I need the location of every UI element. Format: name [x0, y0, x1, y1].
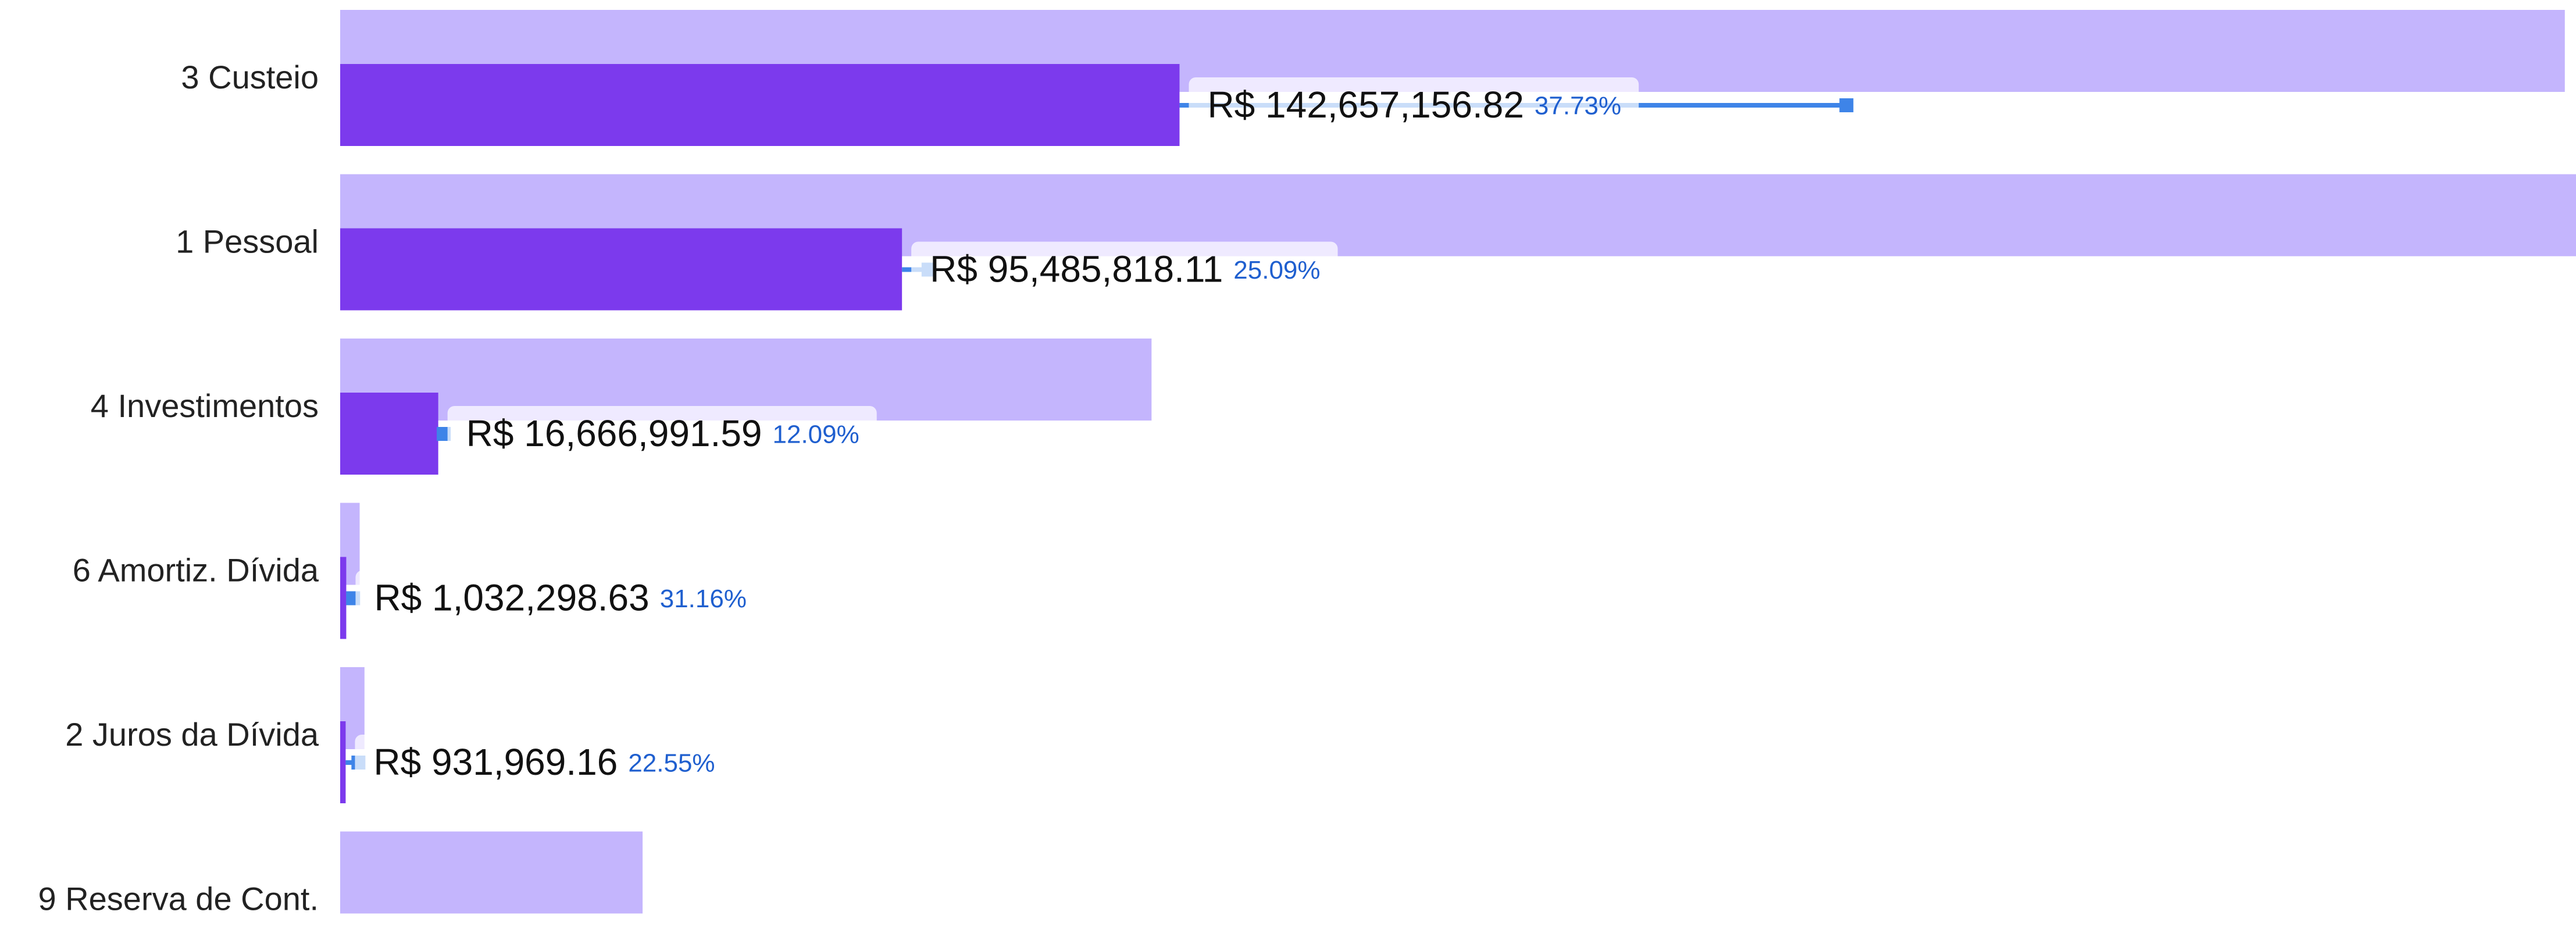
- percent-label: 12.09%: [773, 421, 859, 449]
- value-label: R$ 16,666,991.59: [466, 412, 762, 454]
- percent-label: 37.73%: [1535, 92, 1621, 120]
- label-background: [1189, 77, 1639, 130]
- executed-bar: [340, 228, 902, 311]
- value-label: R$ 1,032,298.63: [374, 576, 649, 618]
- executed-bar: [340, 393, 438, 475]
- value-label: R$ 95,485,818.11: [930, 248, 1223, 290]
- overlay: 3 Custeio R$ 142,657,156.82 37.73% 1 Pessoa…: [38, 59, 1854, 917]
- label-background: [447, 406, 877, 458]
- category-label: 4 Investimentos: [91, 387, 319, 424]
- category-label: 2 Juros da Dívida: [65, 716, 319, 753]
- executed-bar: [340, 64, 1180, 146]
- percent-label: 22.55%: [628, 749, 715, 778]
- value-label: R$ 931,969.16: [373, 741, 618, 783]
- category-label: 1 Pessoal: [176, 223, 319, 259]
- marker: [1839, 98, 1854, 112]
- category-label: 6 Amortiz. Dívida: [73, 551, 319, 588]
- budget-bar: [340, 831, 643, 914]
- executed-bar: [340, 721, 346, 803]
- category-label: 3 Custeio: [181, 59, 319, 95]
- label-background: [355, 570, 764, 623]
- label-background: [355, 735, 733, 787]
- value-label: R$ 142,657,156.82: [1207, 84, 1524, 126]
- label-background: [911, 241, 1338, 294]
- percent-label: 31.16%: [660, 585, 747, 613]
- executed-bar: [340, 557, 347, 639]
- percent-label: 25.09%: [1233, 256, 1320, 284]
- category-label: 9 Reserva de Cont.: [38, 880, 319, 917]
